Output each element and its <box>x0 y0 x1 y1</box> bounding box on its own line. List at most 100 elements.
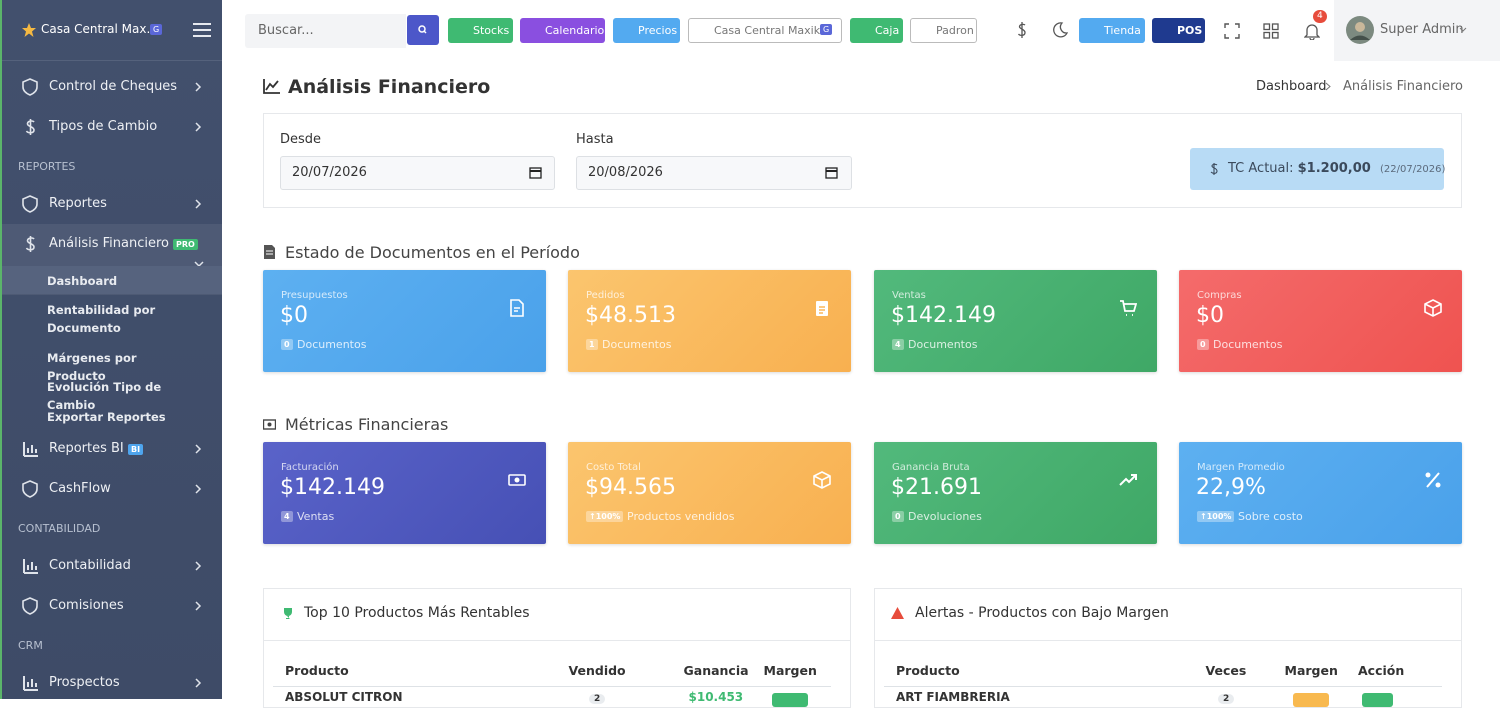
pos-button[interactable]: POS <box>1152 18 1205 43</box>
brand-name: Casa Central Max... <box>41 22 158 36</box>
prices-button[interactable]: Precios <box>613 18 680 43</box>
product-name: ART FIAMBRERIA <box>896 690 1010 704</box>
alerts-panel <box>874 588 1462 708</box>
user-avatar <box>1346 16 1374 44</box>
section-title: Estado de Documentos en el Período <box>285 243 580 262</box>
notification-count: 4 <box>1313 10 1327 23</box>
card-note: Productos vendidos <box>627 510 735 523</box>
card-label: Costo Total <box>586 462 641 473</box>
column-header: Vendido <box>568 663 626 678</box>
chevron <box>195 82 202 92</box>
panel-title: Top 10 Productos Más Rentables <box>304 605 530 621</box>
stat-card: Facturación $142.149 4 Ventas <box>263 442 546 544</box>
card-label: Compras <box>1197 290 1242 301</box>
card-icon <box>1119 474 1137 486</box>
from-label: Desde <box>280 132 322 147</box>
calendar-icon[interactable] <box>825 166 838 179</box>
store-button[interactable]: Tienda <box>1079 18 1145 43</box>
submenu-item[interactable]: Rentabilidad por Documento <box>47 303 156 335</box>
table-header-line <box>273 686 831 687</box>
search-button[interactable] <box>407 15 439 45</box>
brand-badge: G <box>150 24 163 35</box>
stat-card: Ventas $142.149 4 Documentos <box>874 270 1157 372</box>
star-icon <box>22 23 36 37</box>
menu-section: REPORTES <box>18 160 76 173</box>
user-caret <box>1459 27 1467 32</box>
menu-toggle[interactable] <box>193 23 211 37</box>
card-note: Devoluciones <box>908 510 982 523</box>
card-value: $48.513 <box>585 303 676 328</box>
menu-label: Tipos de Cambio <box>49 119 158 134</box>
panel-divider <box>874 640 1462 641</box>
cash-button[interactable]: Caja <box>850 18 903 43</box>
calendar-icon[interactable] <box>529 166 542 179</box>
card-count-badge: 1 <box>586 339 598 350</box>
sidebar: Casa Central Max... G Control de Cheques… <box>0 0 222 699</box>
submenu-item[interactable]: Evolución Tipo de Cambio <box>47 380 162 412</box>
submenu-item[interactable]: Márgenes por Producto <box>47 351 137 383</box>
card-label: Presupuestos <box>281 290 348 301</box>
card-value: $0 <box>1196 303 1224 328</box>
product-name: ABSOLUT CITRON <box>285 690 403 704</box>
submenu-item[interactable]: Exportar Reportes <box>47 410 166 424</box>
warning-icon <box>891 607 904 619</box>
card-value: $21.691 <box>891 475 982 500</box>
card-note: Documentos <box>297 338 367 351</box>
menu-icon <box>22 480 38 498</box>
section-icon <box>264 245 275 259</box>
notifications-icon[interactable] <box>1304 22 1320 40</box>
to-date-input[interactable]: 20/08/2026 <box>576 156 852 190</box>
card-label: Margen Promedio <box>1197 462 1285 473</box>
card-icon <box>816 301 828 316</box>
stat-card: Costo Total $94.565 ↑100% Productos vendido… <box>568 442 851 544</box>
title-icon <box>263 79 280 94</box>
column-header: Producto <box>896 663 960 678</box>
breadcrumb-link[interactable]: Dashboard <box>1256 79 1327 94</box>
branch-badge: G <box>820 24 833 35</box>
section-icon <box>263 419 276 430</box>
apps-icon[interactable] <box>1263 23 1279 39</box>
top-products-panel <box>263 588 851 708</box>
badge <box>1362 693 1393 707</box>
fullscreen-icon[interactable] <box>1224 23 1240 39</box>
card-count-badge: 4 <box>892 339 904 350</box>
dark-mode-icon[interactable] <box>1052 22 1068 38</box>
menu-icon <box>23 676 38 691</box>
stat-card: Presupuestos $0 0 Documentos <box>263 270 546 372</box>
breadcrumb-separator <box>1325 82 1331 91</box>
card-count-badge: ↑100% <box>1197 511 1235 522</box>
menu-icon <box>22 78 38 96</box>
calendar-button[interactable]: Calendario <box>520 18 605 43</box>
card-value: $142.149 <box>891 303 996 328</box>
menu-label: Análisis Financiero <box>49 236 169 251</box>
column-header: Veces <box>1205 663 1247 678</box>
menu-icon <box>25 119 35 135</box>
menu-label: Control de Cheques <box>49 79 178 94</box>
card-value: $142.149 <box>280 475 385 500</box>
menu-label: CashFlow <box>49 481 111 496</box>
menu-label: Comisiones <box>49 598 124 613</box>
exchange-rate-box <box>1190 148 1444 190</box>
table-cell: 2 <box>1218 694 1235 704</box>
padron-button[interactable]: Padron <box>910 18 977 43</box>
table-cell: $10.453 <box>688 690 744 704</box>
currency-icon[interactable] <box>1015 22 1029 38</box>
chevron <box>195 199 202 209</box>
card-note: Documentos <box>602 338 672 351</box>
branch-select[interactable]: Casa Central Maxik... <box>688 18 842 43</box>
card-icon <box>1424 299 1442 317</box>
search-input[interactable]: Buscar... <box>245 14 406 48</box>
brand-bar[interactable] <box>2 0 222 61</box>
stocks-button[interactable]: Stocks <box>448 18 513 43</box>
branch-label: Casa Central Maxik... <box>714 24 831 37</box>
card-label: Pedidos <box>586 290 625 301</box>
from-date-input[interactable]: 20/07/2026 <box>280 156 555 190</box>
card-label: Facturación <box>281 462 339 473</box>
submenu-item[interactable]: Dashboard <box>47 274 118 288</box>
panel-divider <box>263 640 851 641</box>
card-count-badge: 0 <box>1197 339 1209 350</box>
chevron <box>195 561 202 571</box>
card-value: $0 <box>280 303 308 328</box>
